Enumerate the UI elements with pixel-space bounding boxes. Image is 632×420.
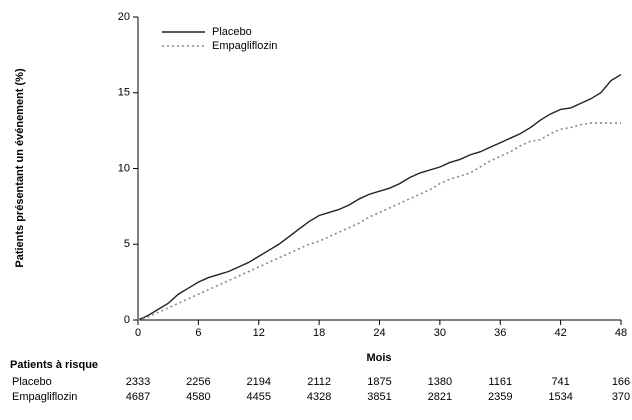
x-axis-label: Mois bbox=[366, 352, 391, 364]
legend-label: Empagliflozin bbox=[212, 40, 277, 52]
y-tick-label: 15 bbox=[118, 87, 130, 99]
risk-value: 2359 bbox=[488, 391, 512, 403]
y-tick-label: 0 bbox=[124, 314, 130, 326]
risk-value: 741 bbox=[551, 376, 569, 388]
risk-value: 2194 bbox=[247, 376, 271, 388]
y-tick-label: 20 bbox=[118, 11, 130, 23]
x-tick-label: 30 bbox=[434, 327, 446, 339]
x-tick-label: 36 bbox=[494, 327, 506, 339]
x-tick-label: 0 bbox=[135, 327, 141, 339]
risk-value: 3851 bbox=[367, 391, 391, 403]
risk-row-label: Placebo bbox=[12, 376, 52, 388]
risk-value: 2821 bbox=[428, 391, 452, 403]
y-tick-label: 5 bbox=[124, 238, 130, 250]
risk-value: 4580 bbox=[186, 391, 210, 403]
risk-value: 4455 bbox=[247, 391, 271, 403]
x-tick-label: 48 bbox=[615, 327, 627, 339]
risk-value: 1380 bbox=[428, 376, 452, 388]
risk-value: 1161 bbox=[488, 376, 512, 388]
series-line bbox=[137, 73, 622, 321]
x-tick-label: 18 bbox=[313, 327, 325, 339]
risk-value: 1875 bbox=[367, 376, 391, 388]
y-tick-label: 10 bbox=[118, 162, 130, 174]
x-tick-label: 42 bbox=[555, 327, 567, 339]
legend-label: Placebo bbox=[212, 26, 252, 38]
x-tick-label: 6 bbox=[195, 327, 201, 339]
risk-value: 370 bbox=[612, 391, 630, 403]
risk-value: 4687 bbox=[126, 391, 150, 403]
risk-value: 1534 bbox=[548, 391, 572, 403]
series-line bbox=[137, 122, 621, 321]
risk-value: 2112 bbox=[307, 376, 331, 388]
risk-value: 4328 bbox=[307, 391, 331, 403]
risk-row-label: Empagliflozin bbox=[12, 391, 77, 403]
risk-table-title: Patients à risque bbox=[10, 359, 98, 371]
risk-value: 166 bbox=[612, 376, 630, 388]
x-tick-label: 24 bbox=[373, 327, 385, 339]
risk-value: 2256 bbox=[186, 376, 210, 388]
risk-value: 2333 bbox=[126, 376, 150, 388]
x-tick-label: 12 bbox=[253, 327, 265, 339]
y-axis-label: Patients présentant un événement (%) bbox=[14, 68, 26, 268]
